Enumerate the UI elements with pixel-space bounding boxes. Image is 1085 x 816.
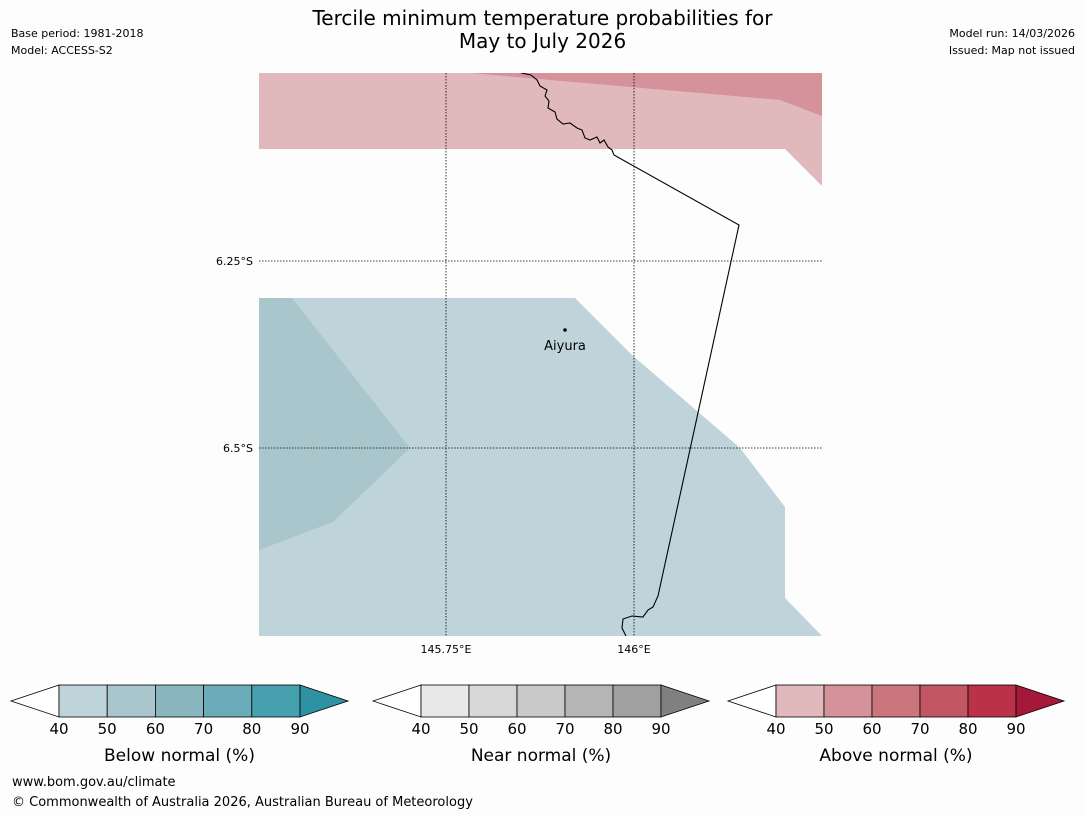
- colorbar-near-under-triangle: [371, 684, 422, 718]
- colorbar-above-under-triangle: [726, 684, 777, 718]
- colorbar-near-tick: 80: [603, 720, 622, 738]
- region-above-50-60: [470, 73, 822, 116]
- place-marker-aiyura: [563, 328, 567, 332]
- lat-label-6-25: 6.25°S: [216, 255, 253, 268]
- colorbar-below-tick: 60: [146, 720, 165, 738]
- colorbar-near-segment: [612, 684, 662, 718]
- colorbar-above-over-triangle: [1015, 684, 1066, 718]
- colorbar-below-segment: [58, 684, 108, 718]
- colorbar-above-tick: 50: [814, 720, 833, 738]
- legend-area: 40 50 60 70 80 90 Below normal (%) 40 50 60 70 80 9…: [9, 684, 1066, 766]
- map-canvas: Aiyura 6.25°S 6.5°S 145.75°E 146°E: [216, 73, 822, 656]
- colorbar-below-tick: 40: [49, 720, 68, 738]
- colorbar-below-over-triangle: [299, 684, 350, 718]
- colorbar-near-over-triangle: [660, 684, 711, 718]
- colorbar-near-tick: 90: [651, 720, 670, 738]
- colorbar-above-tick: 60: [862, 720, 881, 738]
- colorbar-below-label: Below normal (%): [104, 746, 255, 766]
- model-run-text: Model run: 14/03/2026: [949, 27, 1075, 40]
- colorbar-above-segment: [967, 684, 1017, 718]
- colorbar-near-segment: [516, 684, 566, 718]
- colorbar-above-label: Above normal (%): [819, 746, 972, 766]
- colorbar-above-tick: 80: [958, 720, 977, 738]
- colorbar-below-under-triangle: [9, 684, 60, 718]
- colorbar-below-segment: [154, 684, 204, 718]
- colorbar-below-segment: [251, 684, 301, 718]
- lon-label-145-75: 145.75°E: [421, 643, 472, 656]
- model-text: Model: ACCESS-S2: [11, 44, 113, 57]
- map-title: Tercile minimum temperature probabilitie…: [0, 7, 1085, 53]
- colorbar-near-tick: 50: [459, 720, 478, 738]
- colorbar-above-segment: [775, 684, 825, 718]
- colorbar-above-segment: [871, 684, 921, 718]
- colorbar-below-normal: 40 50 60 70 80 90 Below normal (%): [9, 684, 350, 766]
- footer-url: www.bom.gov.au/climate: [12, 775, 176, 790]
- colorbar-near-normal: 40 50 60 70 80 90 Near normal (%): [371, 684, 711, 766]
- title-line-2: May to July 2026: [458, 29, 627, 53]
- colorbar-near-tick: 40: [411, 720, 430, 738]
- colorbar-near-tick: 60: [507, 720, 526, 738]
- title-line-1: Tercile minimum temperature probabilitie…: [312, 6, 773, 30]
- colorbar-above-segment: [919, 684, 969, 718]
- region-below-40-50: [259, 298, 822, 636]
- colorbar-near-label: Near normal (%): [471, 746, 611, 766]
- issued-text: Issued: Map not issued: [948, 44, 1075, 57]
- colorbar-below-tick: 90: [290, 720, 309, 738]
- lat-label-6-5: 6.5°S: [223, 442, 253, 455]
- colorbar-near-segment: [468, 684, 518, 718]
- base-period-text: Base period: 1981-2018: [11, 27, 144, 40]
- colorbar-below-segment: [106, 684, 156, 718]
- colorbar-above-tick: 90: [1006, 720, 1025, 738]
- colorbar-above-tick: 70: [910, 720, 929, 738]
- place-label-aiyura: Aiyura: [544, 339, 586, 354]
- footer-copyright: © Commonwealth of Australia 2026, Austra…: [12, 795, 473, 810]
- header-meta-right: Model run: 14/03/2026 Issued: Map not is…: [949, 25, 1075, 59]
- footer: www.bom.gov.au/climate © Commonwealth of…: [12, 773, 473, 813]
- colorbar-near-segment: [564, 684, 614, 718]
- colorbar-above-segment: [823, 684, 873, 718]
- lon-label-146: 146°E: [617, 643, 650, 656]
- colorbar-below-segment: [203, 684, 253, 718]
- region-above-40-50: [259, 73, 822, 186]
- region-below-50-60: [259, 298, 410, 550]
- colorbar-above-tick: 40: [766, 720, 785, 738]
- colorbar-near-segment: [420, 684, 470, 718]
- colorbar-below-tick: 70: [194, 720, 213, 738]
- colorbar-near-tick: 70: [555, 720, 574, 738]
- colorbar-below-tick: 80: [242, 720, 261, 738]
- graticule: [259, 73, 822, 636]
- map-area: [259, 73, 822, 636]
- province-border: [520, 73, 740, 636]
- colorbar-above-normal: 40 50 60 70 80 90 Above normal (%): [726, 684, 1066, 766]
- header-meta-left: Base period: 1981-2018 Model: ACCESS-S2: [11, 25, 143, 59]
- colorbar-below-tick: 50: [98, 720, 117, 738]
